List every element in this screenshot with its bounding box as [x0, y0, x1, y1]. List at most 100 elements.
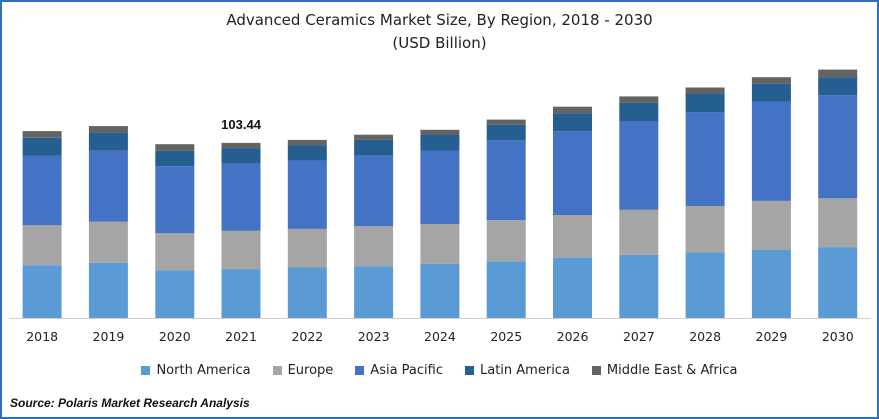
x-tick-label-2018: 2018: [26, 329, 58, 344]
bar-segment-north-america-2030: [818, 247, 858, 318]
bar-segment-asia-pacific-2028: [685, 112, 725, 207]
bar-chart: 2018 2019 2020 103.44 2021 2022 2023 2024 2025 20…: [9, 69, 871, 344]
bar-segment-latin-america-2024: [420, 135, 460, 151]
bar-segment-europe-2028: [685, 206, 725, 253]
bar-segment-latin-america-2025: [486, 124, 526, 141]
bar-segment-latin-america-2029: [751, 83, 791, 102]
bar-segment-middle-east-africa-2028: [685, 87, 725, 94]
legend-label: Asia Pacific: [370, 363, 443, 378]
legend: North America Europe Asia Pacific Latin Ame…: [2, 363, 877, 378]
bar-segment-latin-america-2018: [22, 137, 62, 156]
chart-title: Advanced Ceramics Market Size, By Region…: [226, 11, 653, 29]
bar-segment-europe-2030: [818, 198, 858, 248]
bar-segment-middle-east-africa-2023: [354, 134, 394, 140]
legend-item-europe: Europe: [272, 363, 334, 378]
bar-segment-north-america-2026: [553, 257, 592, 318]
bar-segment-latin-america-2027: [619, 103, 659, 122]
x-tick-label-2023: 2023: [358, 329, 390, 344]
legend-label: Europe: [287, 363, 334, 378]
source-note: Source: Polaris Market Research Analysis: [10, 396, 250, 410]
x-tick-label-2022: 2022: [291, 329, 323, 344]
bar-segment-europe-2020: [155, 233, 195, 271]
bar-segment-latin-america-2026: [553, 113, 592, 132]
bar-segment-north-america-2023: [354, 266, 394, 318]
legend-swatch: [465, 366, 474, 375]
bar-segment-europe-2018: [22, 225, 62, 266]
bar-segment-europe-2026: [553, 215, 592, 258]
bar-segment-north-america-2018: [22, 265, 62, 318]
x-tick-label-2020: 2020: [159, 329, 191, 344]
legend-label: Latin America: [480, 363, 570, 378]
bar-segment-asia-pacific-2019: [88, 150, 128, 222]
bar-segment-europe-2027: [619, 209, 659, 255]
legend-item-north-america: North America: [141, 363, 251, 378]
legend-label: Middle East & Africa: [606, 363, 738, 378]
x-tick-label-2028: 2028: [689, 329, 721, 344]
bar-segment-middle-east-africa-2024: [420, 129, 460, 135]
bar-segment-north-america-2025: [486, 261, 526, 318]
bar-segment-asia-pacific-2022: [287, 160, 327, 229]
bar-segment-middle-east-africa-2019: [88, 126, 128, 133]
data-label-2021: 103.44: [221, 117, 262, 132]
bar-segment-asia-pacific-2021: [221, 163, 261, 231]
legend-label: North America: [156, 363, 251, 378]
bar-segment-north-america-2027: [619, 255, 659, 318]
bar-segment-middle-east-africa-2026: [553, 106, 592, 114]
x-tick-label-2024: 2024: [424, 329, 456, 344]
bar-segment-latin-america-2019: [88, 132, 128, 151]
x-tick-label-2030: 2030: [822, 329, 854, 344]
bar-segment-asia-pacific-2026: [553, 131, 592, 215]
bar-segment-latin-america-2020: [155, 150, 195, 167]
bar-segment-middle-east-africa-2030: [818, 69, 858, 78]
bar-segment-middle-east-africa-2027: [619, 96, 659, 103]
chart-subtitle: (USD Billion): [392, 34, 487, 52]
bar-segment-asia-pacific-2020: [155, 166, 195, 234]
bar-segment-latin-america-2028: [685, 94, 725, 113]
bar-segment-asia-pacific-2018: [22, 155, 62, 226]
bar-segment-middle-east-africa-2029: [751, 77, 791, 84]
bar-segment-north-america-2024: [420, 263, 460, 318]
bar-segment-asia-pacific-2025: [486, 140, 526, 221]
bar-segment-europe-2029: [751, 200, 791, 250]
bar-segment-latin-america-2021: [221, 148, 261, 164]
legend-item-asia-pacific: Asia Pacific: [355, 363, 443, 378]
bar-segment-asia-pacific-2023: [354, 155, 394, 227]
bar-segment-asia-pacific-2030: [818, 95, 858, 199]
bar-segment-europe-2025: [486, 220, 526, 262]
x-tick-label-2029: 2029: [756, 329, 788, 344]
bar-segment-europe-2019: [88, 221, 128, 263]
bar-segment-middle-east-africa-2018: [22, 131, 62, 138]
bar-segment-asia-pacific-2024: [420, 150, 460, 224]
bar-segment-europe-2021: [221, 230, 261, 270]
bar-segment-europe-2024: [420, 224, 460, 264]
bar-segment-asia-pacific-2027: [619, 121, 659, 210]
bar-segment-north-america-2029: [751, 249, 791, 318]
bar-segment-europe-2023: [354, 226, 394, 267]
legend-item-middle-east-africa: Middle East & Africa: [591, 363, 738, 378]
bar-segment-middle-east-africa-2020: [155, 144, 195, 151]
bar-segment-north-america-2020: [155, 270, 195, 318]
bar-segment-europe-2022: [287, 228, 327, 268]
x-tick-label-2021: 2021: [225, 329, 257, 344]
bar-segment-north-america-2021: [221, 269, 261, 318]
x-tick-label-2026: 2026: [557, 329, 589, 344]
bar-segment-north-america-2028: [685, 252, 725, 318]
x-tick-label-2025: 2025: [490, 329, 522, 344]
bar-segment-north-america-2019: [88, 262, 128, 318]
bar-segment-latin-america-2030: [818, 77, 858, 96]
legend-swatch: [141, 366, 151, 375]
x-tick-label-2019: 2019: [93, 329, 125, 344]
x-tick-label-2027: 2027: [623, 329, 655, 344]
bar-segment-north-america-2022: [287, 267, 327, 318]
bar-segment-middle-east-africa-2022: [287, 139, 327, 146]
legend-swatch: [355, 366, 365, 375]
legend-swatch: [272, 366, 282, 375]
legend-item-latin-america: Latin America: [465, 363, 570, 378]
legend-swatch: [591, 366, 601, 375]
bar-segment-middle-east-africa-2025: [486, 119, 526, 125]
bar-segment-latin-america-2023: [354, 139, 394, 156]
bar-segment-middle-east-africa-2021: [221, 142, 261, 149]
bar-segment-latin-america-2022: [287, 145, 327, 161]
bar-segment-asia-pacific-2029: [751, 101, 791, 201]
